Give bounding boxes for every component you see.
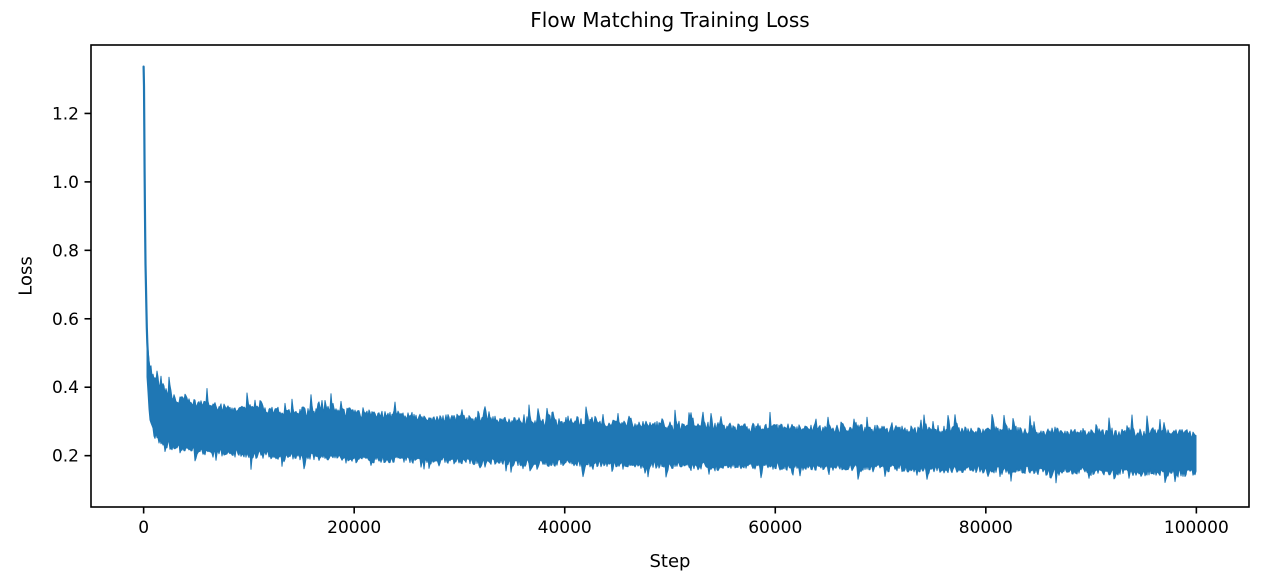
y-tick-label: 0.2	[52, 447, 79, 467]
x-axis-label: Step	[649, 551, 691, 572]
chart-title: Flow Matching Training Loss	[530, 8, 810, 32]
y-tick-label: 1.2	[52, 104, 79, 124]
y-tick-label: 0.6	[52, 310, 79, 330]
loss-curve-band	[146, 334, 1197, 484]
x-tick-label: 80000	[959, 518, 1013, 538]
x-tick-label: 40000	[538, 518, 592, 538]
y-axis-label: Loss	[15, 256, 37, 296]
y-tick-label: 0.4	[52, 378, 79, 398]
x-tick-label: 60000	[748, 518, 802, 538]
x-tick-label: 100000	[1164, 518, 1229, 538]
x-tick-label: 0	[138, 518, 149, 538]
y-tick-label: 0.8	[52, 241, 79, 261]
axes-spines	[90, 44, 1250, 508]
x-tick-label: 20000	[327, 518, 381, 538]
loss-curve-head	[142, 65, 150, 368]
y-tick-label: 1.0	[52, 173, 79, 193]
